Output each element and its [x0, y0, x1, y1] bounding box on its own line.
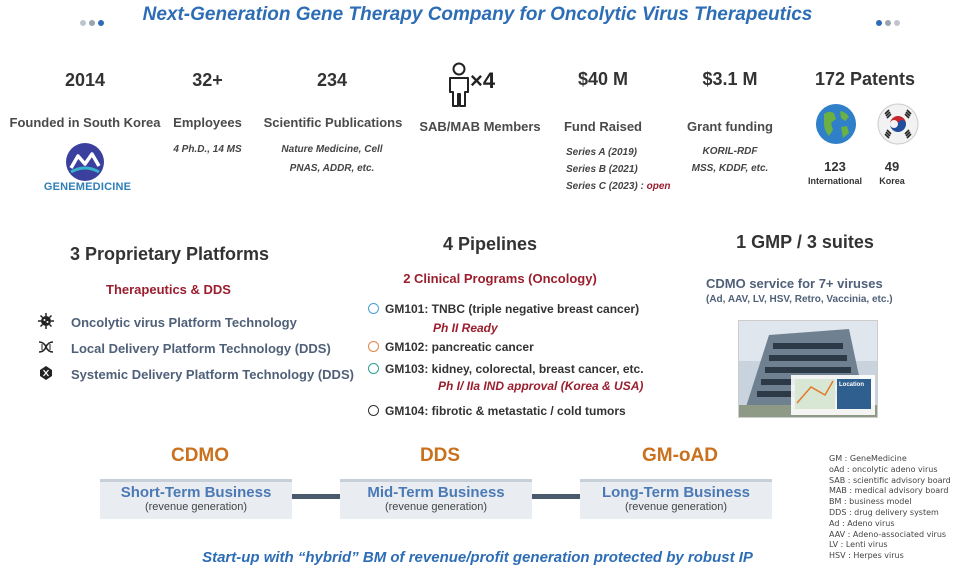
sab-count: ×4	[470, 68, 496, 93]
pipeline-note-gm103: Ph I/ IIa IND approval (Korea & USA)	[438, 379, 644, 393]
publications-count: 234	[316, 70, 348, 90]
roadmap-connector	[528, 494, 590, 499]
abbreviation-item: SAB : scientific advisory board	[829, 475, 951, 485]
abbreviation-item: Ad : Adeno virus	[829, 518, 895, 528]
roadmap-connector	[290, 494, 350, 499]
fund-amount: $40 M	[577, 69, 629, 89]
patents-korea-label: Korea	[879, 176, 905, 186]
gmp-title: 1 GMP / 3 suites	[736, 232, 874, 252]
phase-dds: DDS	[419, 445, 461, 466]
business-title: Mid-Term Business	[367, 484, 505, 501]
dna-icon	[38, 339, 54, 355]
employees-label: Employees	[173, 115, 242, 130]
globe-icon	[815, 103, 857, 145]
business-box-short-term: Short-Term Business (revenue generation)	[100, 479, 292, 519]
pipeline-item-gm103: GM103: kidney, colorectal, breast cancer…	[368, 362, 644, 376]
pipeline-text: GM101: TNBC (triple negative breast canc…	[385, 302, 640, 316]
patents-count: 172 Patents	[814, 69, 916, 89]
abbreviation-item: MAB : medical advisory board	[829, 486, 949, 496]
footer-tagline: Start-up with “hybrid” BM of revenue/pro…	[202, 549, 753, 566]
platform-item-oncolytic: Oncolytic virus Platform Technology	[71, 315, 297, 330]
business-sub: (revenue generation)	[144, 501, 248, 513]
abbreviation-legend: GM : GeneMedicine oAd : oncolytic adeno …	[829, 454, 951, 562]
abbreviation-item: DDS : drug delivery system	[829, 507, 939, 517]
grant-detail-1: KORIL-RDF	[702, 146, 758, 157]
patents-korea-count: 49	[884, 159, 900, 174]
abbreviation-item: AAV : Adeno-associated virus	[829, 529, 947, 539]
abbreviation-item: HSV : Herpes virus	[829, 551, 904, 561]
abbreviation-item: LV : Lenti virus	[829, 540, 888, 550]
founded-year: 2014	[64, 70, 106, 90]
business-sub: (revenue generation)	[624, 501, 728, 513]
pipeline-text: GM102: pancreatic cancer	[385, 340, 534, 354]
grant-label: Grant funding	[687, 119, 773, 134]
platform-item-local-delivery: Local Delivery Platform Technology (DDS)	[71, 341, 331, 356]
pipeline-item-gm104: GM104: fibrotic & metastatic / cold tumo…	[368, 404, 626, 418]
business-box-long-term: Long-Term Business (revenue generation)	[580, 479, 772, 519]
fund-series-a: Series A (2019)	[566, 147, 637, 158]
pipelines-subtitle: 2 Clinical Programs (Oncology)	[403, 271, 597, 286]
pipelines-title: 4 Pipelines	[442, 234, 538, 254]
sab-label: SAB/MAB Members	[419, 119, 541, 134]
pipeline-item-gm102: GM102: pancreatic cancer	[368, 340, 534, 354]
publications-detail-1: Nature Medicine, Cell	[281, 144, 383, 155]
person-icon	[446, 62, 472, 108]
pipeline-marker-icon	[368, 303, 379, 314]
abbreviation-item: BM : business model	[829, 497, 912, 507]
gmp-detail: (Ad, AAV, LV, HSV, Retro, Vaccinia, etc.…	[706, 294, 893, 305]
founded-label: Founded in South Korea	[9, 115, 161, 130]
grant-detail-2: MSS, KDDF, etc.	[691, 163, 769, 174]
abbreviation-item: GM : GeneMedicine	[829, 454, 907, 463]
genemedicine-logo-icon	[65, 142, 105, 182]
gmp-subtitle: CDMO service for 7+ viruses	[706, 276, 883, 291]
capsule-icon	[38, 365, 54, 381]
patents-intl-label: International	[807, 176, 862, 186]
business-sub: (revenue generation)	[384, 501, 488, 513]
pipeline-text: GM103: kidney, colorectal, breast cancer…	[385, 362, 644, 376]
grant-amount: $3.1 M	[702, 69, 758, 89]
pipeline-marker-icon	[368, 341, 379, 352]
platform-item-systemic-delivery: Systemic Delivery Platform Technology (D…	[71, 367, 354, 382]
pipeline-note-gm101: Ph II Ready	[433, 321, 498, 335]
abbreviation-item: oAd : oncolytic adeno virus	[829, 464, 938, 474]
fund-label: Fund Raised	[563, 119, 642, 134]
employees-detail: 4 Ph.D., 14 MS	[173, 144, 242, 155]
pipeline-text: GM104: fibrotic & metastatic / cold tumo…	[385, 404, 626, 418]
phase-gm-oad: GM-oAD	[642, 445, 718, 466]
business-title: Short-Term Business	[120, 484, 272, 501]
page-title: Next-Generation Gene Therapy Company for…	[142, 4, 813, 25]
pipeline-marker-icon	[368, 363, 379, 374]
patents-intl-count: 123	[824, 159, 846, 174]
employees-count: 32+	[192, 70, 223, 90]
pipeline-item-gm101: GM101: TNBC (triple negative breast canc…	[368, 302, 639, 316]
publications-detail-2: PNAS, ADDR, etc.	[289, 163, 375, 174]
photo-caption: Location	[839, 382, 864, 388]
fund-series-c: Series C (2023) : open	[566, 177, 671, 196]
publications-label: Scientific Publications	[263, 115, 403, 130]
decor-dots-right	[876, 13, 903, 31]
virus-icon	[38, 313, 54, 329]
platforms-subtitle: Therapeutics & DDS	[106, 282, 231, 297]
logo-text: GENEMEDICINE	[43, 181, 132, 193]
gmp-building-photo: Location	[738, 320, 878, 418]
pipeline-marker-icon	[368, 405, 379, 416]
fund-series-b: Series B (2021)	[566, 164, 638, 175]
business-title: Long-Term Business	[601, 484, 751, 501]
phase-cdmo: CDMO	[170, 445, 230, 466]
platforms-title: 3 Proprietary Platforms	[70, 244, 270, 264]
business-box-mid-term: Mid-Term Business (revenue generation)	[340, 479, 532, 519]
decor-dots-left	[80, 13, 107, 31]
fund-series-c-label: Series C (2023) :	[566, 181, 644, 192]
fund-series-c-status: open	[646, 181, 671, 192]
korea-flag-icon	[877, 103, 919, 145]
